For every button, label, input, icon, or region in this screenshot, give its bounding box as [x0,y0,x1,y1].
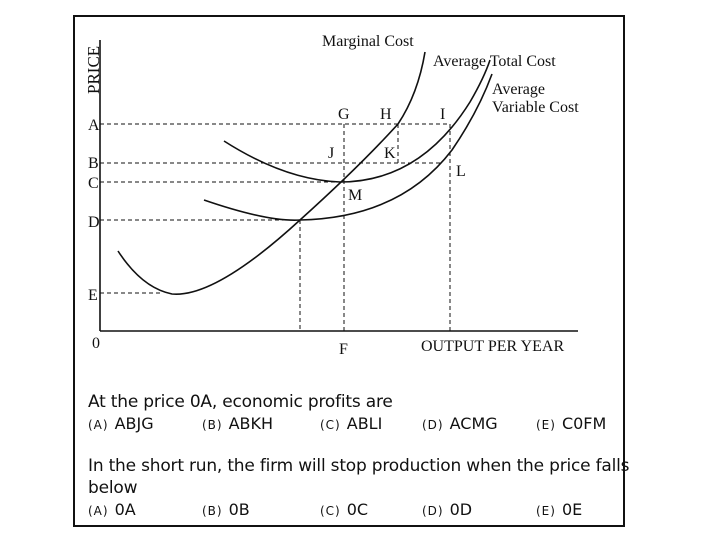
q2-option-a[interactable]: (A) 0A [88,500,136,519]
marginal-cost-curve [117,51,426,295]
average-total-cost-curve [223,59,491,183]
point-i: I [440,106,445,123]
point-k: K [384,145,396,162]
option-text: ACMG [449,414,498,433]
q2-option-e[interactable]: (E) 0E [536,500,582,519]
price-label-d: D [88,214,100,231]
option-text: ABJG [114,414,154,433]
q1-option-d[interactable]: (D) ACMG [422,414,498,433]
option-text: C0FM [561,414,607,433]
avc-label-line-2: Variable Cost [492,99,579,116]
option-letter: (E) [536,504,556,518]
q2-option-c[interactable]: (C) 0C [320,500,368,519]
option-text: ABKH [228,414,274,433]
point-j: J [328,145,334,162]
option-text: 0A [114,500,136,519]
y-axis-label: PRICE [84,46,103,94]
price-label-b: B [88,155,99,172]
option-letter: (D) [422,504,444,518]
option-letter: (A) [88,504,109,518]
avc-label-line-1: Average [492,81,545,98]
option-letter: (C) [320,504,341,518]
output-label-f: F [339,341,348,358]
point-g: G [338,106,350,123]
option-letter: (A) [88,418,109,432]
option-text: ABLI [346,414,383,433]
average-variable-cost-curve [203,73,493,221]
option-text: 0C [346,500,369,519]
question-1-text: At the price 0A, economic profits are [88,392,393,412]
marginal-cost-label: Marginal Cost [322,33,414,50]
point-l: L [456,163,466,180]
question-frame [73,15,625,527]
price-label-c: C [88,175,99,192]
option-letter: (C) [320,418,341,432]
option-text: 0E [561,500,583,519]
option-letter: (B) [202,504,223,518]
question-2-text-line-1: In the short run, the firm will stop pro… [88,456,630,476]
question-2-text-line-2: below [88,478,138,498]
average-total-cost-label: Average Total Cost [433,53,556,70]
q1-option-b[interactable]: (B) ABKH [202,414,273,433]
option-letter: (D) [422,418,444,432]
q2-option-b[interactable]: (B) 0B [202,500,250,519]
q1-option-e[interactable]: (E) C0FM [536,414,606,433]
point-h: H [380,106,392,123]
price-label-a: A [88,117,100,134]
option-letter: (E) [536,418,556,432]
q1-option-c[interactable]: (C) ABLI [320,414,382,433]
q2-option-d[interactable]: (D) 0D [422,500,472,519]
option-letter: (B) [202,418,223,432]
price-label-e: E [88,287,98,304]
x-axis-label: OUTPUT PER YEAR [421,338,564,355]
point-m: M [348,187,362,204]
option-text: 0D [449,500,473,519]
origin-label: 0 [92,335,100,352]
option-text: 0B [228,500,250,519]
q1-option-a[interactable]: (A) ABJG [88,414,154,433]
